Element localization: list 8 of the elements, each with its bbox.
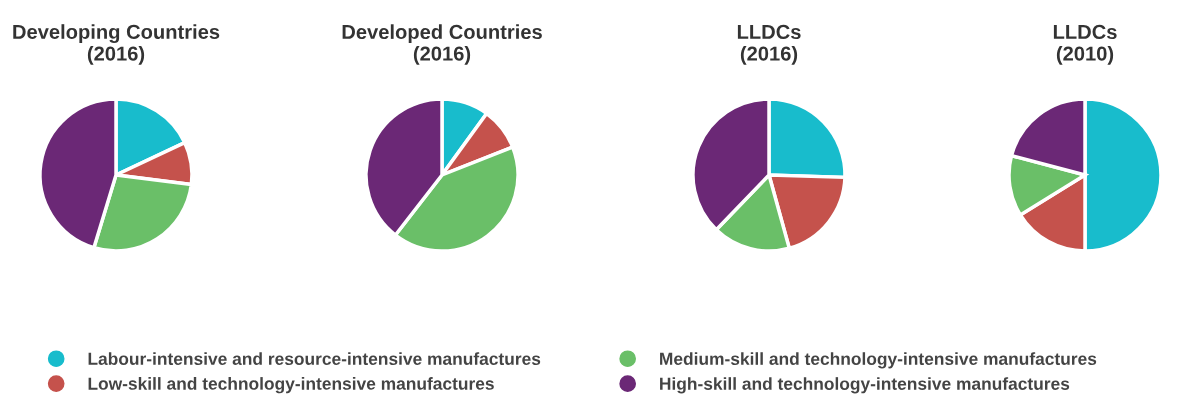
legend-label: Medium-skill and technology-intensive manufactures — [660, 352, 1097, 369]
chart-title: Developing Countries (2016) — [13, 24, 220, 65]
legend-label: Labour-intensive and resource-intensive manufactures — [88, 352, 541, 365]
chart-title: LLDCs (2016) — [737, 24, 801, 65]
legend-label: Low-skill and technology-intensive manufactures — [88, 377, 494, 394]
chart-title: LLDCs (2010) — [1053, 24, 1117, 65]
chart-title: Developed Countries (2016) — [342, 24, 542, 65]
legend-label: High-skill and technology-intensive manufactures — [660, 377, 1070, 394]
